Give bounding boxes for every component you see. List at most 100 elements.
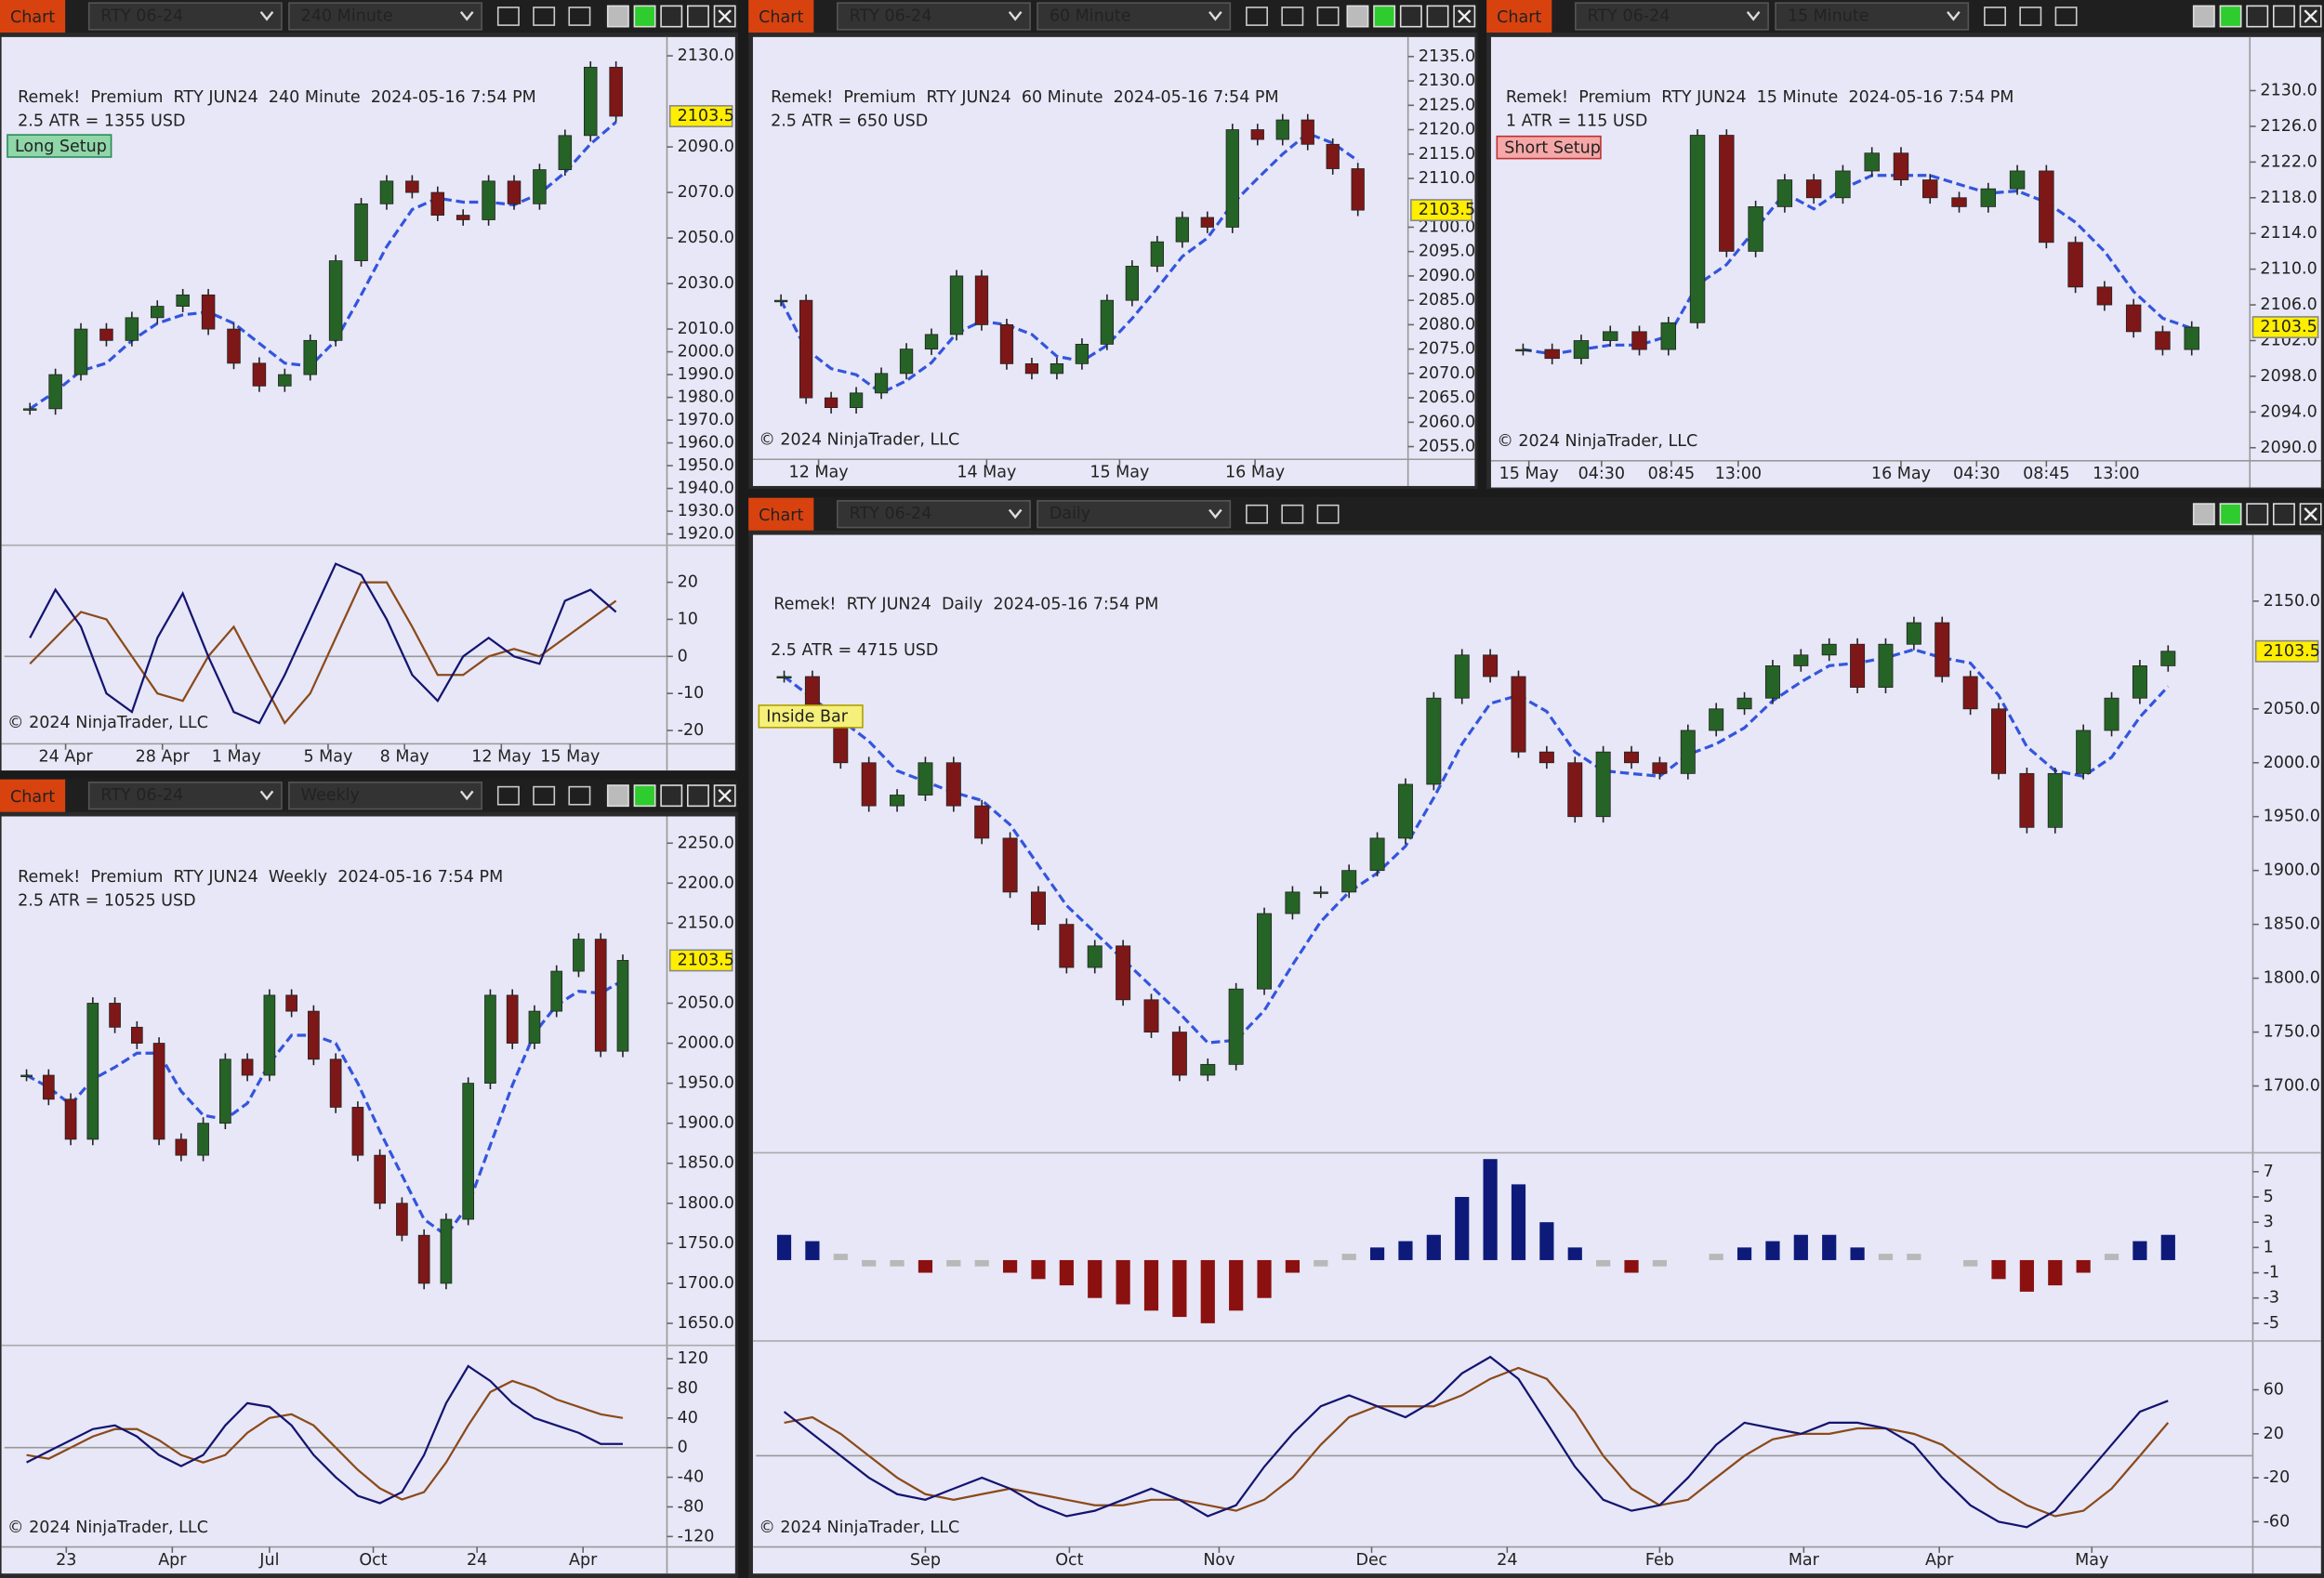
y-tick-label: 2050.0 bbox=[2264, 700, 2320, 718]
oscillator-line bbox=[29, 562, 617, 725]
window-button[interactable] bbox=[660, 5, 683, 28]
y-tick-label: 2090.0 bbox=[678, 138, 734, 156]
interval-select[interactable] bbox=[288, 782, 482, 810]
toolbar-icon[interactable] bbox=[1316, 504, 1340, 524]
histogram-bar bbox=[1850, 1247, 1865, 1260]
toolbar-icon[interactable] bbox=[496, 7, 520, 26]
histogram-bar bbox=[1059, 1259, 1074, 1286]
histogram-bar bbox=[1567, 1247, 1582, 1260]
histogram-bar bbox=[2133, 1241, 2147, 1260]
y-tick-label: 1900.0 bbox=[2264, 861, 2320, 880]
window-button[interactable] bbox=[606, 784, 629, 808]
y-tick-label: 2094.0 bbox=[2260, 402, 2317, 421]
y-tick-label: 2106.0 bbox=[2260, 296, 2317, 314]
window-button[interactable] bbox=[2272, 5, 2295, 28]
window-button[interactable] bbox=[1346, 5, 1369, 28]
window-button[interactable] bbox=[1373, 5, 1396, 28]
window-button[interactable] bbox=[687, 784, 709, 808]
symbol-select[interactable] bbox=[1575, 2, 1769, 31]
histogram-bar bbox=[862, 1259, 877, 1267]
interval-select[interactable] bbox=[1037, 500, 1232, 529]
window-button[interactable] bbox=[633, 5, 656, 28]
toolbar-icon[interactable] bbox=[2054, 7, 2078, 26]
window-button[interactable] bbox=[2246, 5, 2269, 28]
toolbar-icon[interactable] bbox=[568, 785, 591, 806]
close-icon bbox=[718, 9, 732, 23]
y-tick-label: 120 bbox=[678, 1349, 708, 1368]
x-tick-label: 28 Apr bbox=[136, 748, 191, 767]
window-button[interactable] bbox=[2192, 5, 2215, 28]
symbol-select[interactable] bbox=[87, 2, 283, 31]
x-tick-label: Apr bbox=[158, 1551, 187, 1570]
histogram-bar bbox=[1822, 1234, 1837, 1260]
interval-select[interactable] bbox=[288, 2, 482, 31]
y-tick-label: 2030.0 bbox=[678, 274, 734, 293]
window-button[interactable] bbox=[2272, 503, 2295, 526]
window-button[interactable] bbox=[2219, 5, 2242, 28]
window-button[interactable] bbox=[1399, 5, 1422, 28]
chevron bbox=[1947, 11, 1961, 21]
candle bbox=[558, 135, 573, 170]
y-tick-label: 2010.0 bbox=[678, 320, 734, 338]
interval-select[interactable] bbox=[1037, 2, 1232, 31]
y-tick-label: 0 bbox=[678, 647, 688, 665]
toolbar-icon[interactable] bbox=[1316, 7, 1340, 26]
candle bbox=[2096, 286, 2113, 306]
candle bbox=[263, 994, 276, 1076]
candle bbox=[1567, 762, 1583, 818]
window-button[interactable] bbox=[2246, 503, 2269, 526]
histogram-bar bbox=[1314, 1259, 1328, 1267]
window-button[interactable] bbox=[660, 784, 683, 808]
symbol-select[interactable] bbox=[837, 500, 1031, 529]
toolbar-icon[interactable] bbox=[533, 7, 556, 26]
oscillator-line bbox=[26, 1379, 624, 1501]
candle bbox=[824, 397, 838, 408]
window-button[interactable] bbox=[1426, 5, 1449, 28]
candle bbox=[533, 169, 547, 204]
toolbar-icon[interactable] bbox=[568, 7, 591, 26]
window-button[interactable] bbox=[606, 5, 629, 28]
interval-text: 60 Minute bbox=[1050, 7, 1131, 26]
candle bbox=[507, 180, 522, 204]
symbol-select[interactable] bbox=[837, 2, 1031, 31]
candle bbox=[861, 762, 877, 807]
symbol-select[interactable] bbox=[87, 782, 283, 810]
histogram-bar bbox=[1907, 1254, 1921, 1260]
toolbar-icon[interactable] bbox=[496, 785, 520, 806]
y-tick-label: 1940.0 bbox=[678, 480, 734, 498]
toolbar-icon[interactable] bbox=[1246, 7, 1268, 26]
candle bbox=[2076, 730, 2092, 774]
toolbar-icon[interactable] bbox=[1984, 7, 2006, 26]
candle bbox=[1200, 217, 1214, 228]
toolbar-icon[interactable] bbox=[1246, 504, 1268, 524]
last-price-marker bbox=[668, 105, 733, 127]
last-price-marker bbox=[2254, 639, 2319, 663]
interval-select[interactable] bbox=[1775, 2, 1970, 31]
toolbar-icon[interactable] bbox=[1281, 7, 1304, 26]
y-tick-label: 3 bbox=[2264, 1213, 2274, 1231]
x-tick-label: 04:30 bbox=[1578, 465, 1625, 483]
candle bbox=[1285, 891, 1301, 914]
candle bbox=[1075, 343, 1089, 364]
window-button[interactable] bbox=[2192, 503, 2215, 526]
candle bbox=[2067, 242, 2083, 288]
window-button[interactable] bbox=[633, 784, 656, 808]
y-tick-label: 1750.0 bbox=[678, 1234, 734, 1253]
window-button[interactable] bbox=[687, 5, 709, 28]
histogram-bar bbox=[1088, 1259, 1103, 1298]
y-tick-label: 1970.0 bbox=[678, 411, 734, 429]
candle bbox=[22, 408, 37, 411]
candle bbox=[219, 1059, 231, 1124]
x-tick-label: Dec bbox=[1356, 1551, 1388, 1570]
chart-area bbox=[1, 36, 735, 771]
toolbar-icon[interactable] bbox=[1281, 504, 1304, 524]
y-tick-label: 1800.0 bbox=[2264, 969, 2320, 988]
interval-text: Weekly bbox=[301, 786, 360, 805]
x-tick-label: Nov bbox=[1203, 1551, 1235, 1570]
toolbar-icon[interactable] bbox=[2019, 7, 2042, 26]
histogram-bar bbox=[974, 1259, 989, 1267]
y-tick-label: 1850.0 bbox=[678, 1154, 734, 1173]
window-button[interactable] bbox=[2219, 503, 2242, 526]
toolbar-icon[interactable] bbox=[533, 785, 556, 806]
